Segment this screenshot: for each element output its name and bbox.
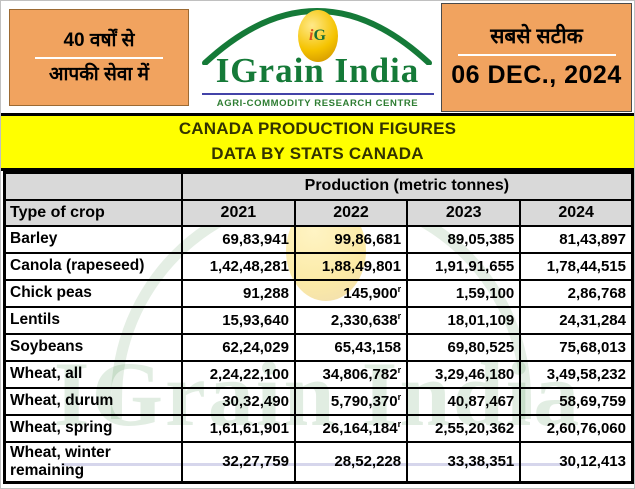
year-header-2024: 2024	[519, 198, 634, 227]
table-row: Soybeans 62,24,029 65,43,158 69,80,525 7…	[3, 332, 634, 362]
value-cell: 26,164,184r	[293, 413, 409, 443]
value-cell: 1,88,49,801	[293, 251, 409, 281]
value-cell: 30,32,490	[180, 386, 296, 416]
value-cell: 5,790,370r	[293, 386, 409, 416]
table-row: Chick peas 91,288 145,900r 1,59,100 2,86…	[3, 278, 634, 308]
production-table: Production (metric tonnes) Type of crop …	[3, 171, 634, 484]
report-date: 06 DEC., 2024	[451, 60, 622, 89]
value-cell: 2,86,768	[519, 278, 634, 308]
value-cell: 1,91,91,655	[406, 251, 522, 281]
empty-corner-cell	[3, 171, 183, 201]
banner-line1: CANADA PRODUCTION FIGURES	[178, 119, 457, 139]
value-cell: 2,330,638r	[293, 305, 409, 335]
crop-name-cell: Canola (rapeseed)	[3, 251, 183, 281]
left-badge-divider	[35, 56, 163, 59]
year-header-row: Type of crop 2021 2022 2023 2024	[3, 198, 634, 227]
value-cell: 81,43,897	[519, 224, 634, 254]
value-cell: 3,49,58,232	[519, 359, 634, 389]
value-cell: 34,806,782r	[293, 359, 409, 389]
year-header-2023: 2023	[406, 198, 522, 227]
value-cell: 1,59,100	[406, 278, 522, 308]
value-cell: 2,24,22,100	[180, 359, 296, 389]
value-cell: 91,288	[180, 278, 296, 308]
value-cell: 62,24,029	[180, 332, 296, 362]
egg-letter-g: G	[313, 27, 326, 44]
logo-title: IGrain India	[215, 51, 420, 90]
crop-name-cell: Wheat, spring	[3, 413, 183, 443]
value-cell: 18,01,109	[406, 305, 522, 335]
crop-name-cell: Soybeans	[3, 332, 183, 362]
banner-line2: DATA BY STATS CANADA	[211, 144, 424, 163]
value-cell: 32,27,759	[180, 440, 296, 484]
crop-name-cell: Lentils	[3, 305, 183, 335]
value-cell: 30,12,413	[519, 440, 634, 484]
value-cell: 75,68,013	[519, 332, 634, 362]
crop-name-cell: Barley	[3, 224, 183, 254]
right-badge: सबसे सटीक 06 DEC., 2024	[441, 3, 632, 112]
value-cell: 58,69,759	[519, 386, 634, 416]
logo-tagline: AGRI-COMMODITY RESEARCH CENTRE	[216, 98, 419, 109]
value-cell: 33,38,351	[406, 440, 522, 484]
egg-letter-i: i	[309, 27, 314, 44]
value-cell: 65,43,158	[293, 332, 409, 362]
table-row: Lentils 15,93,640 2,330,638r 18,01,109 2…	[3, 305, 634, 335]
value-cell: 1,78,44,515	[519, 251, 634, 281]
value-cell: 3,29,46,180	[406, 359, 522, 389]
value-cell: 15,93,640	[180, 305, 296, 335]
table-section: IGrain India Production (metric tonnes) …	[1, 171, 634, 488]
table-row: Canola (rapeseed) 1,42,48,281 1,88,49,80…	[3, 251, 634, 281]
crop-name-cell: Chick peas	[3, 278, 183, 308]
value-cell: 69,83,941	[180, 224, 296, 254]
value-cell: 69,80,525	[406, 332, 522, 362]
group-header-row: Production (metric tonnes)	[3, 171, 634, 201]
left-badge: 40 वर्षों से आपकी सेवा में	[9, 9, 189, 106]
title-banner: CANADA PRODUCTION FIGURES DATA BY STATS …	[1, 113, 634, 171]
left-badge-line2: आपकी सेवा में	[49, 63, 149, 85]
table-row: Barley 69,83,941 99,86,681 89,05,385 81,…	[3, 224, 634, 254]
left-badge-line1: 40 वर्षों से	[63, 29, 135, 51]
value-cell: 2,55,20,362	[406, 413, 522, 443]
value-cell: 1,42,48,281	[180, 251, 296, 281]
value-cell: 24,31,284	[519, 305, 634, 335]
right-badge-line1: सबसे सटीक	[490, 25, 583, 49]
value-cell: 99,86,681	[293, 224, 409, 254]
table-row: Wheat, durum 30,32,490 5,790,370r 40,87,…	[3, 386, 634, 416]
year-header-2022: 2022	[293, 198, 409, 227]
table-row: Wheat, all 2,24,22,100 34,806,782r 3,29,…	[3, 359, 634, 389]
group-header-cell: Production (metric tonnes)	[180, 171, 634, 201]
value-cell: 1,61,61,901	[180, 413, 296, 443]
value-cell: 40,87,467	[406, 386, 522, 416]
crop-name-cell: Wheat, all	[3, 359, 183, 389]
table-row: Wheat, spring 1,61,61,901 26,164,184r 2,…	[3, 413, 634, 443]
crop-column-header: Type of crop	[3, 198, 183, 227]
value-cell: 2,60,76,060	[519, 413, 634, 443]
table-row: Wheat, winter remaining 32,27,759 28,52,…	[3, 440, 634, 484]
value-cell: 28,52,228	[293, 440, 409, 484]
crop-name-cell: Wheat, durum	[3, 386, 183, 416]
logo-underline	[201, 93, 434, 95]
right-badge-divider	[457, 53, 616, 56]
value-cell: 145,900r	[293, 278, 409, 308]
year-header-2021: 2021	[180, 198, 296, 227]
crop-name-cell: Wheat, winter remaining	[3, 440, 183, 484]
value-cell: 89,05,385	[406, 224, 522, 254]
